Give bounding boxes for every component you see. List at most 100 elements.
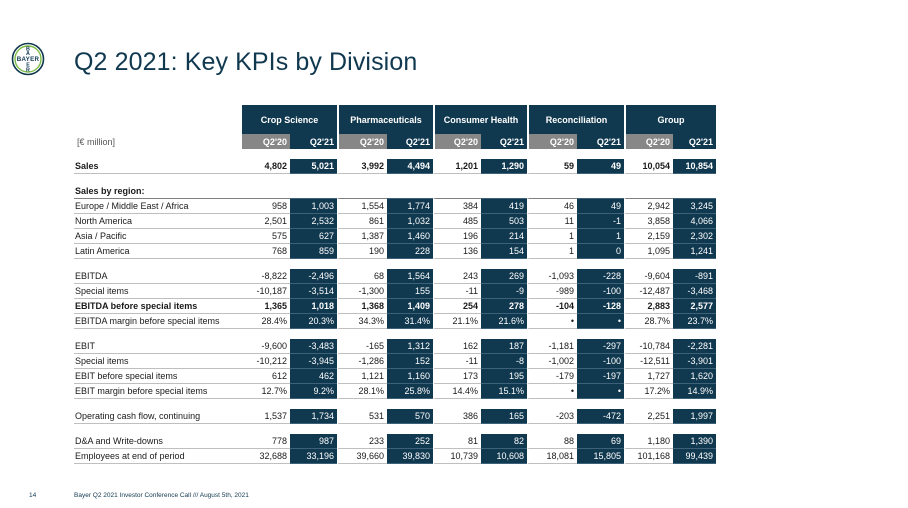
table-cell: 2,577: [673, 299, 716, 314]
table-cell: -9,604: [624, 269, 673, 284]
table-cell: 2,501: [242, 214, 290, 229]
table-cell: 99,439: [673, 449, 716, 464]
quarter-header: Q2'21: [481, 134, 527, 149]
table-cell: 82: [481, 434, 527, 449]
table-cell: -10,212: [242, 354, 290, 369]
table-cell: -3,483: [290, 339, 337, 354]
table-cell: 233: [337, 434, 387, 449]
table-cell: 18,081: [527, 449, 577, 464]
table-cell: [337, 184, 387, 199]
table-cell: 155: [387, 284, 433, 299]
table-cell: [290, 184, 337, 199]
table-cell: -891: [673, 269, 716, 284]
table-cell: 28.1%: [337, 384, 387, 399]
table-cell: •: [527, 384, 577, 399]
table-cell: 25.8%: [387, 384, 433, 399]
table-cell: [624, 184, 673, 199]
table-cell: 2,159: [624, 229, 673, 244]
table-row: D&A and Write-downs 778 987 233 252 81 82 88 69 1…: [74, 434, 716, 449]
table-cell: 2,251: [624, 409, 673, 424]
quarter-header: Q2'20: [337, 134, 387, 149]
table-cell: -3,945: [290, 354, 337, 369]
table-cell: 12.7%: [242, 384, 290, 399]
table-cell: -2,281: [673, 339, 716, 354]
table-cell: 195: [481, 369, 527, 384]
table-cell: -3,514: [290, 284, 337, 299]
table-cell: 187: [481, 339, 527, 354]
table-cell: -1,002: [527, 354, 577, 369]
quarter-header: Q2'20: [624, 134, 673, 149]
table-cell: 173: [433, 369, 481, 384]
table-cell: [387, 184, 433, 199]
table-cell: 10,854: [673, 159, 716, 174]
table-cell: -1: [577, 214, 624, 229]
page-title: Q2 2021: Key KPIs by Division: [74, 48, 418, 76]
row-label: EBITDA: [74, 269, 242, 284]
quarter-header: Q2'21: [577, 134, 624, 149]
table-cell: -3,468: [673, 284, 716, 299]
table-cell: -11: [433, 354, 481, 369]
table-cell: -12,487: [624, 284, 673, 299]
table-cell: 28.4%: [242, 314, 290, 329]
table-cell: 39,830: [387, 449, 433, 464]
table-cell: 1,460: [387, 229, 433, 244]
table-cell: 1,537: [242, 409, 290, 424]
spacer-row: [74, 399, 716, 409]
table-cell: 861: [337, 214, 387, 229]
table-cell: •: [577, 314, 624, 329]
table-cell: 14.4%: [433, 384, 481, 399]
table-row: Special items -10,212 -3,945 -1,286 152 -11 -8…: [74, 354, 716, 369]
table-cell: -8: [481, 354, 527, 369]
table-cell: 3,858: [624, 214, 673, 229]
table-cell: 1,032: [387, 214, 433, 229]
table-cell: 1,554: [337, 199, 387, 214]
table-cell: 59: [527, 159, 577, 174]
quarter-header: Q2'21: [387, 134, 433, 149]
unit-label: [€ million]: [77, 136, 116, 147]
svg-text:E: E: [26, 62, 30, 68]
quarter-header: Q2'20: [527, 134, 577, 149]
table-cell: 196: [433, 229, 481, 244]
table-cell: 14.9%: [673, 384, 716, 399]
row-label: EBIT before special items: [74, 369, 242, 384]
table-cell: 1: [577, 229, 624, 244]
table-cell: •: [577, 384, 624, 399]
table-cell: 485: [433, 214, 481, 229]
table-cell: -10,784: [624, 339, 673, 354]
table-cell: 88: [527, 434, 577, 449]
table-cell: 958: [242, 199, 290, 214]
table-cell: 386: [433, 409, 481, 424]
row-label: EBIT margin before special items: [74, 384, 242, 399]
table-row: North America 2,501 2,532 861 1,032 485 503 11-…: [74, 214, 716, 229]
table-cell: 768: [242, 244, 290, 259]
quarter-header: Q2'21: [673, 134, 716, 149]
table-cell: -8,822: [242, 269, 290, 284]
table-cell: [527, 184, 577, 199]
table-cell: 1,390: [673, 434, 716, 449]
table-cell: 1,290: [481, 159, 527, 174]
table-cell: 1,368: [337, 299, 387, 314]
spacer-row: [74, 259, 716, 269]
row-label: EBIT: [74, 339, 242, 354]
table-cell: 1,620: [673, 369, 716, 384]
table-cell: 1,387: [337, 229, 387, 244]
table-cell: 49: [577, 159, 624, 174]
table-cell: 21.1%: [433, 314, 481, 329]
table-cell: -1,300: [337, 284, 387, 299]
table-cell: 136: [433, 244, 481, 259]
table-cell: 269: [481, 269, 527, 284]
table-cell: 32,688: [242, 449, 290, 464]
table-cell: -1,286: [337, 354, 387, 369]
table-cell: -9: [481, 284, 527, 299]
kpi-table: Crop Science Pharmaceuticals Consumer Heal…: [74, 105, 716, 464]
table-cell: -12,511: [624, 354, 673, 369]
row-label: Latin America: [74, 244, 242, 259]
table-cell: 154: [481, 244, 527, 259]
table-cell: 278: [481, 299, 527, 314]
table-cell: -128: [577, 299, 624, 314]
row-label: EBITDA margin before special items: [74, 314, 242, 329]
table-cell: 4,066: [673, 214, 716, 229]
table-cell: 15,805: [577, 449, 624, 464]
row-label: D&A and Write-downs: [74, 434, 242, 449]
table-cell: 152: [387, 354, 433, 369]
